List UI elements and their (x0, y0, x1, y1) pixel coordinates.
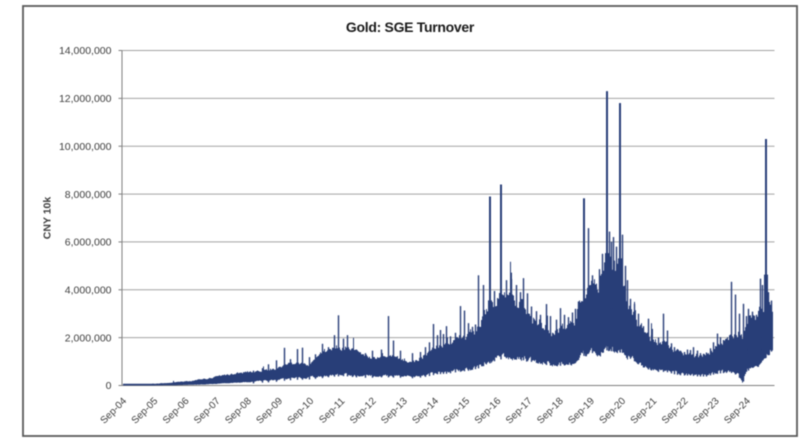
svg-text:Sep-08: Sep-08 (223, 396, 254, 427)
svg-text:10,000,000: 10,000,000 (59, 141, 112, 153)
svg-text:Sep-04: Sep-04 (99, 396, 130, 427)
svg-text:Sep-05: Sep-05 (130, 396, 161, 427)
svg-text:Sep-13: Sep-13 (379, 396, 410, 427)
svg-text:Sep-23: Sep-23 (691, 396, 722, 427)
svg-text:Sep-10: Sep-10 (286, 396, 317, 427)
svg-text:Sep-12: Sep-12 (348, 396, 379, 427)
svg-text:Sep-22: Sep-22 (660, 396, 691, 427)
svg-text:4,000,000: 4,000,000 (65, 284, 112, 296)
svg-text:Sep-07: Sep-07 (192, 396, 223, 427)
svg-text:2,000,000: 2,000,000 (65, 332, 112, 344)
svg-text:Sep-19: Sep-19 (566, 396, 597, 427)
svg-text:CNY 10k: CNY 10k (41, 197, 53, 240)
svg-text:Sep-11: Sep-11 (317, 396, 347, 426)
svg-text:Sep-06: Sep-06 (161, 396, 192, 427)
svg-text:Sep-21: Sep-21 (629, 396, 660, 427)
svg-text:Sep-24: Sep-24 (722, 396, 753, 427)
svg-text:Sep-14: Sep-14 (410, 396, 441, 427)
svg-text:12,000,000: 12,000,000 (59, 93, 112, 105)
svg-text:Sep-20: Sep-20 (598, 396, 629, 427)
svg-text:6,000,000: 6,000,000 (65, 237, 112, 249)
svg-text:8,000,000: 8,000,000 (65, 189, 112, 201)
svg-text:Sep-18: Sep-18 (535, 396, 566, 427)
svg-text:Sep-17: Sep-17 (504, 396, 535, 427)
svg-text:14,000,000: 14,000,000 (59, 45, 112, 57)
svg-text:Sep-15: Sep-15 (442, 396, 473, 427)
svg-text:0: 0 (106, 380, 112, 392)
svg-text:Gold: SGE Turnover: Gold: SGE Turnover (346, 19, 475, 35)
svg-text:Sep-16: Sep-16 (473, 396, 504, 427)
svg-text:Sep-09: Sep-09 (254, 396, 285, 427)
